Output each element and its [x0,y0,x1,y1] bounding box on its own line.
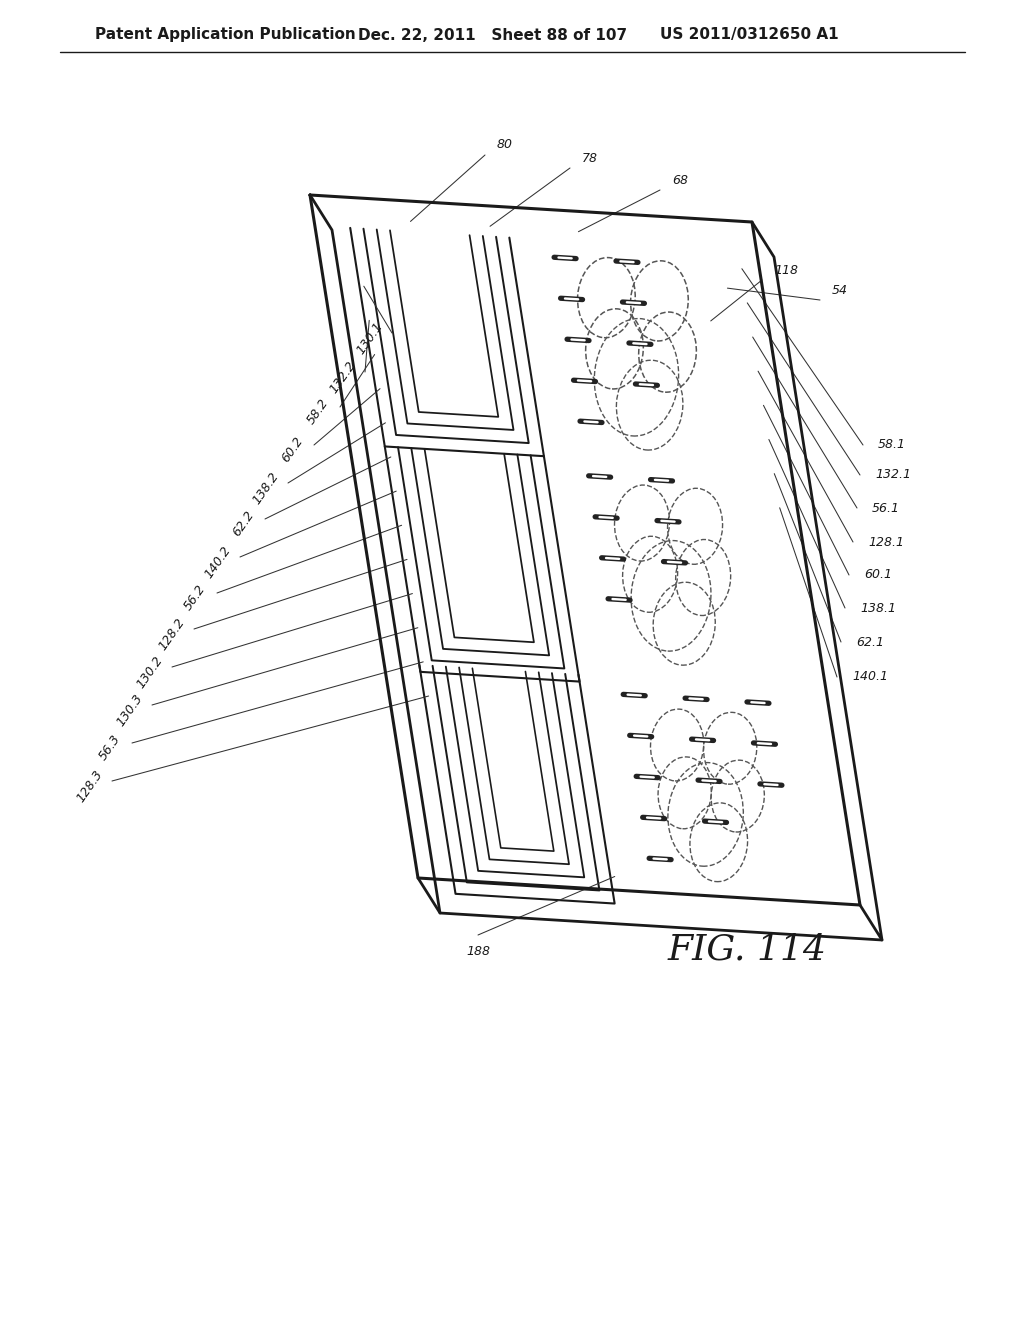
Text: 58.2: 58.2 [305,397,332,428]
Text: 58.1: 58.1 [878,438,906,451]
Text: 80: 80 [497,139,513,152]
Text: 128.1: 128.1 [868,536,904,549]
Text: 128.2: 128.2 [157,615,187,652]
Text: 78: 78 [582,152,598,165]
Text: 132.2: 132.2 [328,359,358,396]
Text: 60.1: 60.1 [864,569,892,582]
Text: 138.2: 138.2 [250,470,282,507]
Text: 138.1: 138.1 [860,602,896,615]
Text: 140.1: 140.1 [852,671,888,684]
Text: 118: 118 [774,264,798,276]
Text: Dec. 22, 2011   Sheet 88 of 107: Dec. 22, 2011 Sheet 88 of 107 [358,28,627,42]
Text: 56.2: 56.2 [181,583,208,614]
Text: 68: 68 [672,173,688,186]
Text: 130.2: 130.2 [134,653,166,690]
Text: 60.2: 60.2 [279,434,305,465]
Text: FIG. 114: FIG. 114 [668,933,827,968]
Text: 188: 188 [466,945,490,958]
Text: US 2011/0312650 A1: US 2011/0312650 A1 [660,28,839,42]
Text: 132.1: 132.1 [874,469,911,482]
Text: 62.1: 62.1 [856,635,884,648]
Text: 130.1: 130.1 [354,319,386,356]
Text: 62.2: 62.2 [229,508,256,539]
Text: Patent Application Publication: Patent Application Publication [95,28,355,42]
Text: 56.3: 56.3 [96,733,123,763]
Text: 140.2: 140.2 [203,544,233,581]
Text: 56.1: 56.1 [872,502,900,515]
Text: 128.3: 128.3 [75,767,105,804]
Text: 54: 54 [831,284,848,297]
Text: 130.3: 130.3 [115,692,145,729]
